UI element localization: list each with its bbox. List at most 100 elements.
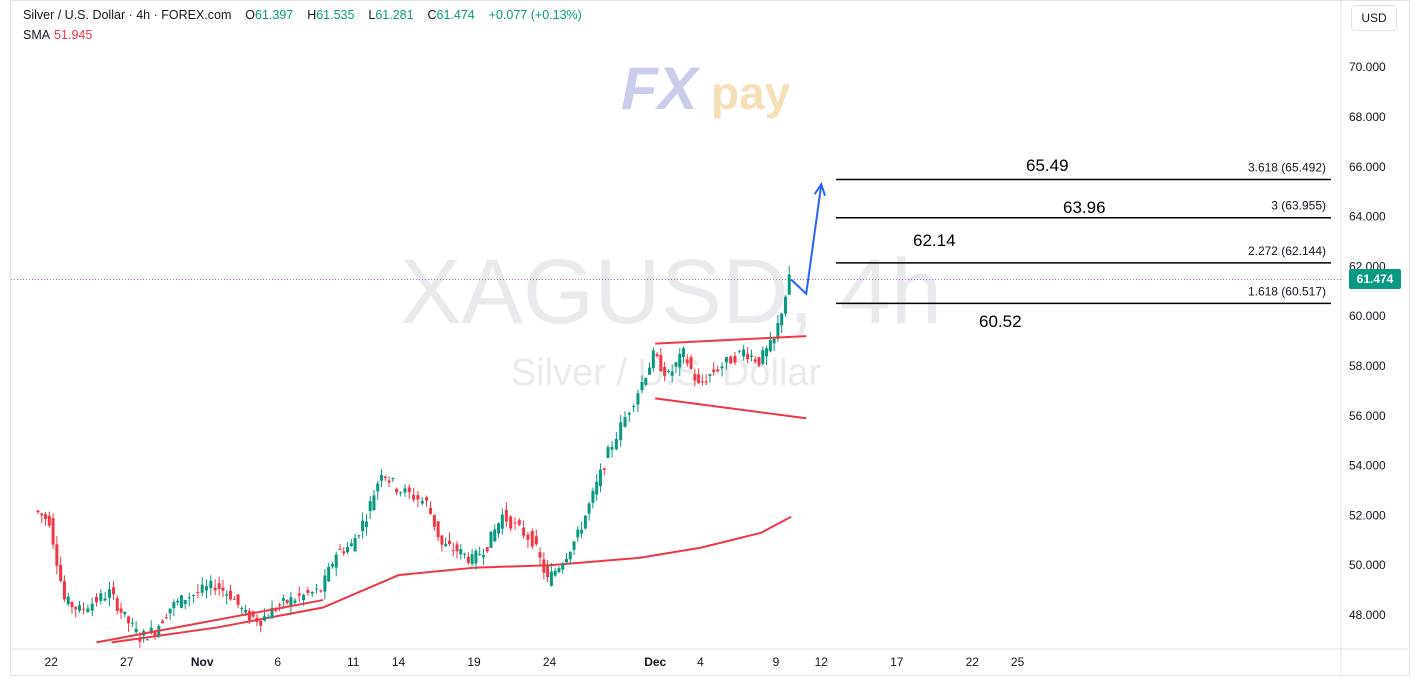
candle-body	[746, 353, 750, 360]
candle-body	[416, 495, 420, 500]
y-tick-label: 70.000	[1349, 60, 1386, 74]
candle-body	[259, 620, 263, 626]
candle-body	[270, 607, 274, 619]
candle-body	[640, 381, 644, 391]
last-price-tag: 61.474	[1349, 269, 1401, 289]
chart-frame[interactable]: FX pay XAGUSD, 4h Silver / U.S. Dollar 48.00…	[10, 0, 1410, 676]
projection-arrow	[790, 184, 823, 296]
candle-body	[412, 494, 416, 500]
candle-body	[115, 598, 119, 611]
candle-body	[62, 581, 66, 600]
candle-body	[153, 631, 157, 636]
candle-body	[708, 374, 712, 376]
trendline-flag-upper	[655, 335, 807, 345]
candle-body	[749, 355, 753, 357]
change-value: +0.077 (+0.13%)	[488, 8, 582, 22]
x-tick-label: 17	[890, 655, 904, 669]
high-value: 61.535	[316, 8, 355, 22]
candle-body	[376, 483, 380, 492]
watermark-brand-pay: pay	[711, 67, 791, 119]
candle-body	[623, 417, 627, 427]
candle-body	[200, 584, 204, 593]
candle-body	[95, 596, 98, 603]
candle-body	[262, 616, 266, 621]
candle-body	[666, 370, 670, 372]
candle-body	[768, 340, 772, 352]
y-tick-label: 48.000	[1349, 608, 1386, 622]
sma-legend[interactable]: SMA 51.945	[23, 28, 92, 42]
candle-body	[530, 531, 534, 547]
candle-body	[542, 559, 546, 573]
candle-body	[161, 620, 165, 624]
candle-body	[497, 523, 501, 534]
candle-body	[368, 501, 372, 512]
candle-body	[636, 393, 640, 405]
candle-body	[610, 447, 614, 450]
candle-body	[172, 602, 176, 609]
y-tick-label: 58.000	[1349, 359, 1386, 373]
candle-body	[440, 535, 444, 545]
candle-body	[229, 590, 233, 600]
candle-body	[274, 610, 278, 612]
x-tick-label: 6	[274, 655, 281, 669]
candle-body	[568, 551, 572, 560]
candle-body	[455, 544, 459, 552]
candle-body	[606, 447, 610, 458]
candle-body	[591, 490, 595, 503]
candle-body	[192, 594, 196, 596]
candle-body	[509, 516, 513, 529]
candle-body	[361, 520, 365, 532]
candle-body	[164, 617, 168, 619]
candle-body	[753, 359, 757, 362]
candle-body	[504, 509, 508, 522]
candle-body	[327, 566, 331, 582]
candle-body	[580, 529, 584, 534]
low-value: 61.281	[375, 8, 414, 22]
candle-body	[436, 521, 440, 537]
candle-body	[236, 594, 240, 605]
candle-body	[685, 359, 689, 364]
candle-body	[176, 600, 180, 603]
candle-body	[644, 378, 648, 385]
candle-body	[107, 589, 111, 598]
candle-body	[70, 601, 74, 608]
candle-body	[459, 549, 463, 555]
candle-body	[776, 322, 780, 339]
watermark-description: Silver / U.S. Dollar	[511, 352, 822, 394]
candle-body	[342, 551, 346, 554]
x-tick-label: Nov	[191, 655, 214, 669]
candle-body	[674, 362, 678, 367]
candle-body	[149, 627, 153, 634]
candle-body	[598, 469, 602, 487]
symbol-description: Silver / U.S. Dollar · 4h · FOREX.com	[23, 8, 232, 22]
y-tick-label: 68.000	[1349, 110, 1386, 124]
candle-body	[700, 381, 704, 383]
candle-body	[395, 488, 399, 493]
x-tick-label: 24	[543, 655, 557, 669]
candle-body	[572, 541, 576, 550]
candle-body	[466, 556, 470, 563]
candle-body	[697, 374, 701, 383]
y-tick-label: 60.000	[1349, 309, 1386, 323]
price-chart[interactable]: FX pay XAGUSD, 4h Silver / U.S. Dollar 48.00…	[11, 1, 1410, 676]
candle-body	[648, 367, 652, 375]
candle-body	[44, 514, 48, 520]
candle-body	[82, 608, 86, 610]
x-tick-label: 11	[347, 655, 360, 669]
candle-body	[78, 605, 82, 611]
candle-body	[293, 600, 297, 603]
projection-arrow-head	[813, 181, 826, 196]
candle-body	[772, 338, 776, 344]
candle-body	[111, 587, 115, 595]
candle-body	[546, 566, 550, 578]
currency-button[interactable]: USD	[1351, 5, 1397, 31]
candle-body	[451, 550, 455, 552]
candle-body	[278, 604, 282, 606]
fib-level-label: 1.618 (60.517)	[1248, 284, 1326, 298]
candle-body	[526, 534, 530, 540]
trendline-support	[96, 599, 324, 644]
candle-body	[651, 350, 655, 369]
candle-body	[538, 552, 542, 558]
candle-body	[349, 543, 353, 547]
candle-body	[399, 492, 403, 494]
